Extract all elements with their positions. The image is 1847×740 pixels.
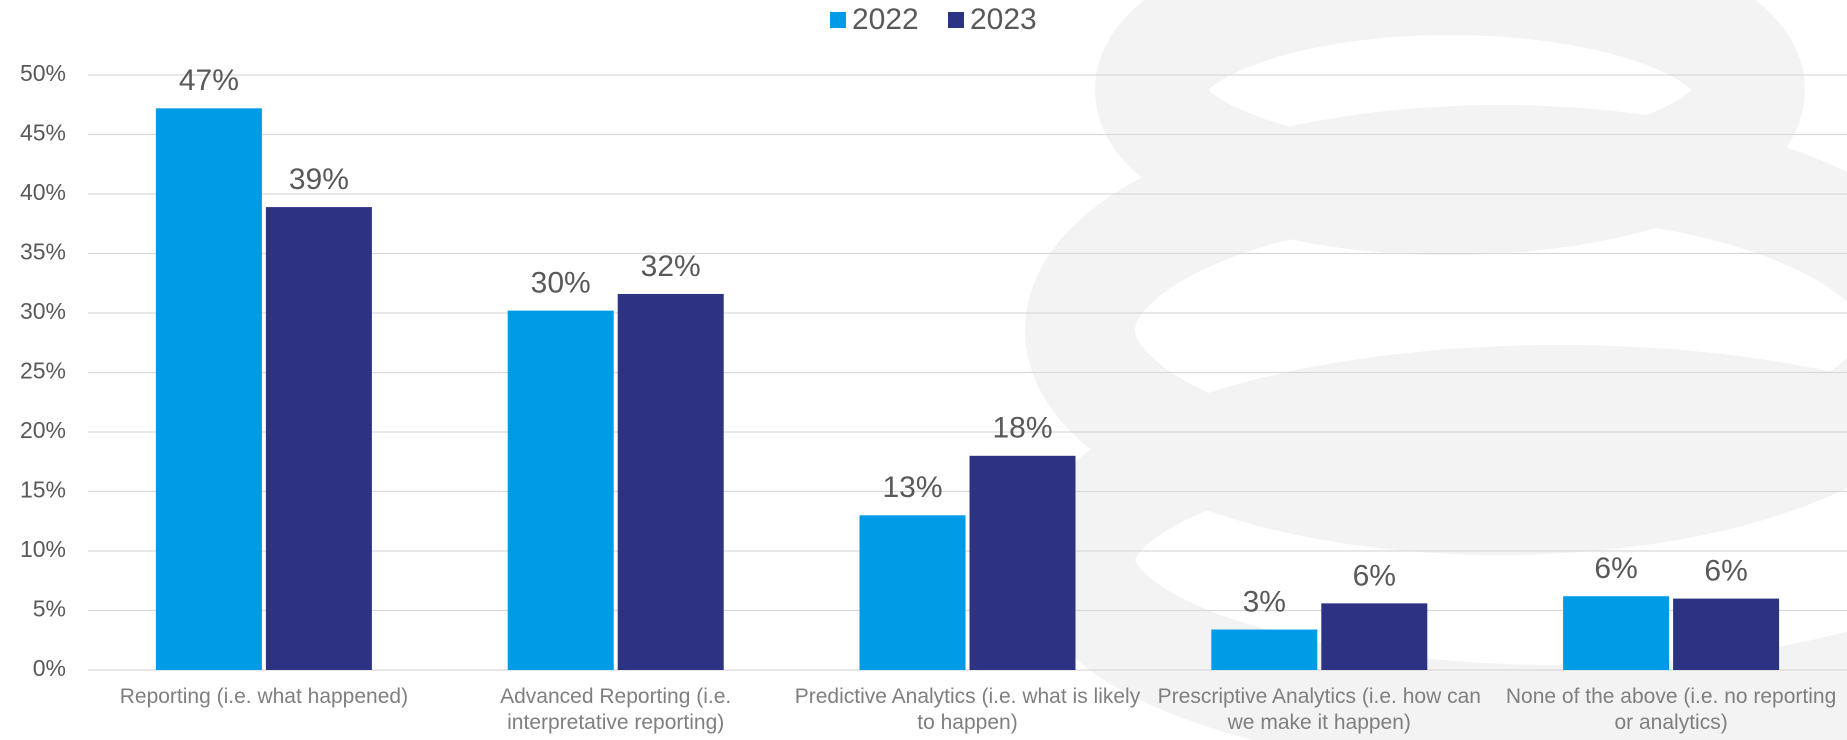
bar xyxy=(617,293,724,670)
y-tick-label: 35% xyxy=(20,239,66,265)
legend-label: 2023 xyxy=(970,3,1037,36)
bar xyxy=(1673,598,1780,670)
y-tick-label: 30% xyxy=(20,298,66,324)
data-label: 3% xyxy=(1243,585,1286,618)
x-tick-label: None of the above (i.e. no reporting or … xyxy=(1505,685,1837,734)
bar xyxy=(1211,629,1318,670)
watermark xyxy=(1025,0,1847,740)
x-tick-label: Prescriptive Analytics (i.e. how can we … xyxy=(1157,685,1481,734)
bar xyxy=(265,207,372,670)
y-tick-label: 50% xyxy=(20,60,66,86)
bar xyxy=(1321,603,1428,670)
data-label: 47% xyxy=(179,64,239,97)
y-tick-label: 5% xyxy=(33,596,66,622)
data-label: 6% xyxy=(1353,559,1396,592)
y-tick-label: 40% xyxy=(20,179,66,205)
data-label: 30% xyxy=(531,267,591,300)
y-tick-label: 45% xyxy=(20,120,66,146)
legend-label: 2022 xyxy=(852,3,919,36)
data-label: 18% xyxy=(992,412,1052,445)
bar xyxy=(507,310,614,670)
data-label: 6% xyxy=(1594,552,1637,585)
legend-swatch xyxy=(948,12,964,28)
bar xyxy=(1563,596,1670,670)
y-tick-label: 20% xyxy=(20,417,66,443)
data-label: 32% xyxy=(641,250,701,283)
data-label: 39% xyxy=(289,163,349,196)
y-tick-label: 0% xyxy=(33,655,66,681)
data-label: 13% xyxy=(882,471,942,504)
y-tick-label: 15% xyxy=(20,477,66,503)
x-tick-label: Reporting (i.e. what happened) xyxy=(119,685,409,708)
x-tick-label: Predictive Analytics (i.e. what is likel… xyxy=(794,685,1141,734)
legend-swatch xyxy=(830,12,846,28)
x-tick-label: Advanced Reporting (i.e. interpretative … xyxy=(500,685,732,734)
data-label: 6% xyxy=(1704,555,1747,588)
y-tick-label: 10% xyxy=(20,536,66,562)
y-tick-label: 25% xyxy=(20,358,66,384)
bar xyxy=(969,455,1076,670)
bar xyxy=(859,515,966,670)
bar xyxy=(155,108,262,670)
